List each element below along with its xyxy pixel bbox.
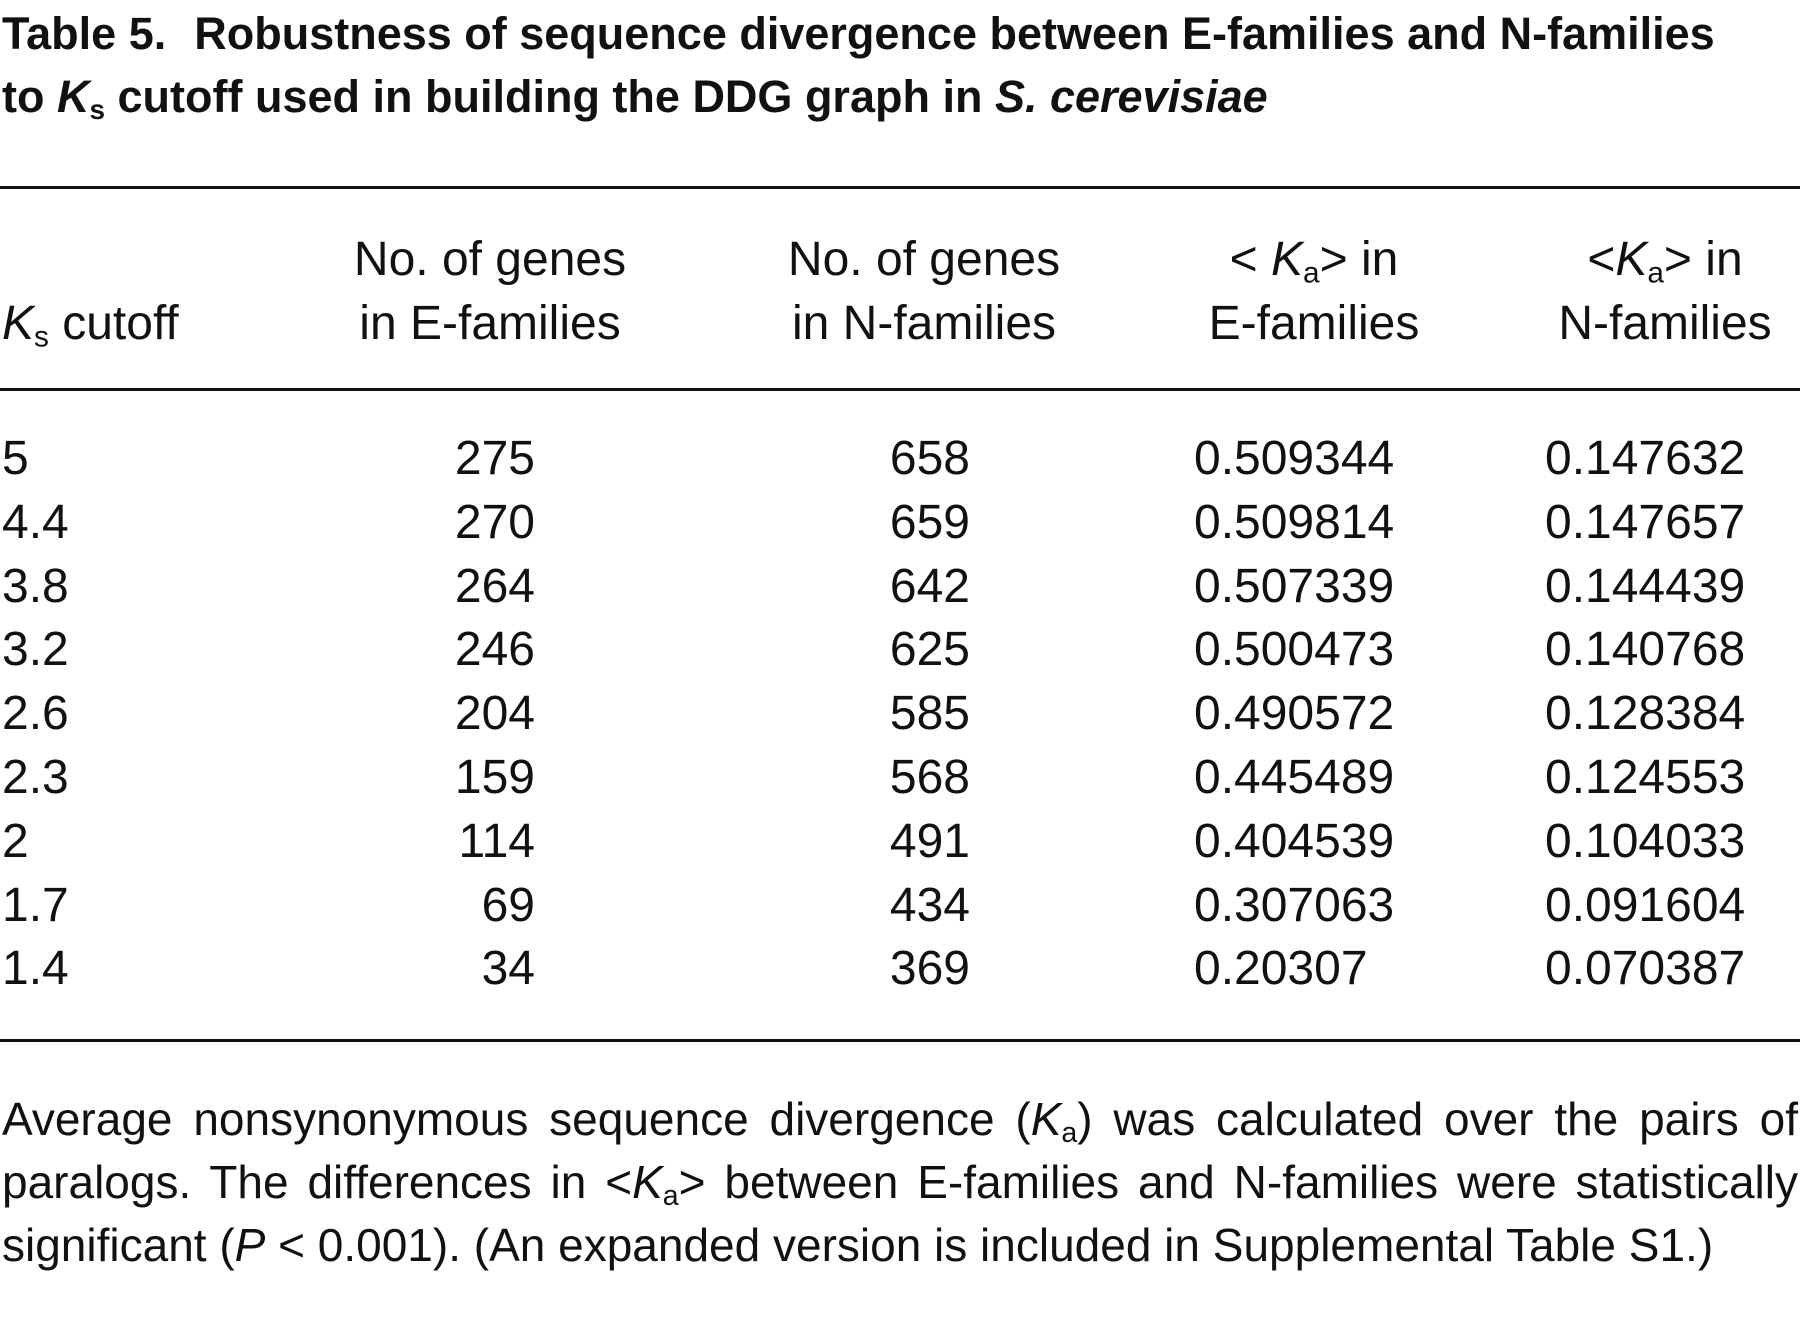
- table-cell: 34: [481, 942, 535, 996]
- table-cell: 0.307063: [1194, 878, 1395, 932]
- header-text: > in: [1663, 233, 1743, 286]
- title-text: cutoff used in building the DDG graph in: [105, 71, 995, 122]
- table-cell: 114: [458, 814, 535, 868]
- header-text: E-families: [1208, 297, 1420, 350]
- footnote-text: ) was calculated over the pairs of paral…: [2, 1093, 1798, 1208]
- table-cell: 1.7: [2, 878, 69, 932]
- table-title: Table 5. Robustness of sequence divergenc…: [2, 2, 1762, 128]
- header-text: in N-families: [791, 297, 1057, 350]
- footnote-text: < 0.001). (An expanded version is includ…: [265, 1219, 1714, 1271]
- header-text: N-families: [1558, 297, 1772, 350]
- table-cell: 275: [454, 432, 535, 485]
- table-cell: 0.509344: [1194, 432, 1395, 485]
- title-text: Robustness of sequence divergence betwee…: [2, 8, 1715, 122]
- table-cell: 204: [454, 687, 535, 741]
- title-text: K: [56, 71, 90, 122]
- table-cell: 434: [889, 878, 970, 932]
- header-text: No. of genes: [787, 233, 1061, 286]
- table-cell: 0.20307: [1194, 942, 1368, 996]
- title-text: s: [89, 93, 105, 125]
- table-cell: 246: [454, 623, 535, 677]
- header-text: K: [2, 297, 35, 350]
- header-text: in E-families: [359, 297, 621, 350]
- table-cell: 0.445489: [1194, 751, 1395, 804]
- header-rule: [0, 388, 1800, 391]
- header-text: s: [34, 320, 49, 354]
- table-cell: 0.140768: [1545, 623, 1746, 677]
- header-text: cutoff: [48, 297, 179, 350]
- bottom-rule: [0, 1039, 1800, 1042]
- table-cell: 159: [454, 751, 535, 804]
- table-cell: 270: [454, 495, 535, 549]
- header-text: K: [1271, 233, 1304, 286]
- table-cell: 2.6: [2, 687, 69, 741]
- footnote: Average nonsynonymous sequence divergenc…: [2, 1088, 1798, 1277]
- table-cell: 2: [2, 814, 29, 868]
- table-cell: 0.128384: [1545, 687, 1746, 741]
- table-cell: 659: [889, 495, 970, 549]
- table-cell: 0.147657: [1545, 495, 1746, 549]
- table-cell: 0.507339: [1194, 559, 1395, 613]
- title-text: S. cerevisiae: [994, 71, 1268, 122]
- table-cell: 0.144439: [1545, 559, 1746, 613]
- footnote-text: Average nonsynonymous sequence divergenc…: [2, 1093, 1031, 1145]
- header-cell: < Ka> in E-families: [1134, 228, 1494, 356]
- footnote-text: a: [662, 1180, 679, 1213]
- table-cell: 585: [889, 687, 970, 741]
- table-cell: 0.404539: [1194, 814, 1395, 868]
- header-cell: No. of genes in E-families: [290, 228, 690, 356]
- header-cell: Ks cutoff: [2, 292, 179, 356]
- header-text: <: [1229, 233, 1272, 286]
- table-cell: 2.3: [2, 751, 69, 804]
- header-text: a: [1647, 256, 1664, 290]
- table-label: Table 5.: [2, 8, 167, 59]
- table-cell: 658: [889, 432, 970, 485]
- header-text: a: [1303, 256, 1320, 290]
- footnote-text: K: [1030, 1093, 1062, 1145]
- table-cell: 1.4: [2, 942, 69, 996]
- footnote-text: P: [234, 1219, 266, 1271]
- table-cell: 0.509814: [1194, 495, 1395, 549]
- table-cell: 491: [889, 814, 970, 868]
- footnote-text: a: [1061, 1117, 1078, 1150]
- header-text: <: [1587, 233, 1616, 286]
- table-cell: 369: [889, 942, 970, 996]
- table-cell: 3.8: [2, 559, 69, 613]
- table-cell: 0.500473: [1194, 623, 1395, 677]
- table-cell: 568: [889, 751, 970, 804]
- table-cell: 264: [454, 559, 535, 613]
- footnote-text: K: [632, 1156, 663, 1208]
- header-cell: No. of genes in N-families: [724, 228, 1124, 356]
- top-rule: [0, 186, 1800, 189]
- table-cell: 0.490572: [1194, 687, 1395, 741]
- table-cell: 625: [889, 623, 970, 677]
- header-text: K: [1615, 233, 1648, 286]
- footnote-text: > between E-families and N-families were…: [2, 1156, 1799, 1271]
- table-cell: 0.104033: [1545, 814, 1746, 868]
- table-cell: 4.4: [2, 495, 69, 549]
- header-cell: <Ka> in N-families: [1500, 228, 1800, 356]
- table-cell: 0.070387: [1545, 942, 1746, 996]
- table-cell: 69: [481, 878, 535, 932]
- table-cell: 0.147632: [1545, 432, 1746, 485]
- table-cell: 3.2: [2, 623, 69, 677]
- table-cell: 0.124553: [1545, 751, 1746, 804]
- table-cell: 0.091604: [1545, 878, 1746, 932]
- header-text: > in: [1319, 233, 1399, 286]
- header-text: No. of genes: [353, 233, 627, 286]
- table-cell: 642: [889, 559, 970, 613]
- table-cell: 5: [2, 432, 29, 485]
